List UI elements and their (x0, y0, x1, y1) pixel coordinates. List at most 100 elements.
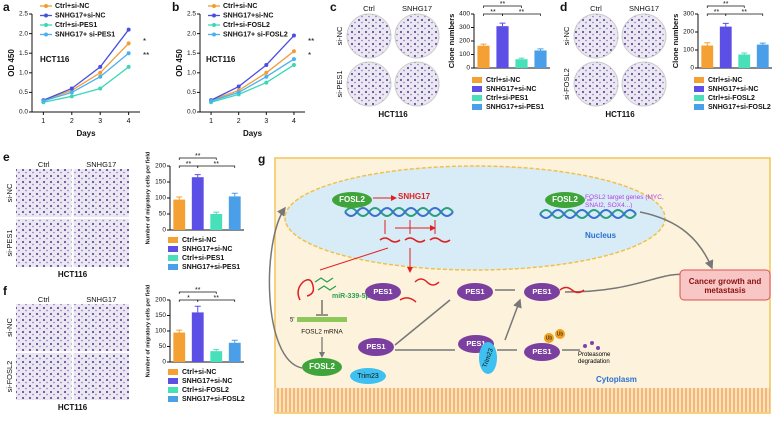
bar (210, 214, 223, 230)
point (41, 99, 46, 104)
significance-bracket (502, 13, 541, 16)
significance: * (308, 51, 311, 60)
y-axis-label: Clone numbers (671, 14, 680, 69)
y-axis-label: Clone numbers (447, 14, 456, 69)
panel-label: c (330, 0, 337, 14)
line (210, 64, 295, 103)
outcome-label: Cancer growth and metastasis (688, 277, 762, 295)
image-row-label: si-NC (335, 26, 344, 45)
y-tick-label: 200 (683, 29, 694, 36)
pes1-group: PES1 PES1 PES1 PES1 PES1 PES1 (358, 283, 560, 361)
fragment (590, 341, 594, 345)
point (98, 64, 103, 69)
image-column-label: Ctrl (38, 160, 50, 169)
y-axis-label: Number of migratory cells per field (145, 151, 151, 244)
rna (559, 286, 585, 294)
pes1-protein (524, 343, 560, 361)
y-tick-label: 2.0 (187, 30, 196, 37)
legend-label: SNHG17+si-NC (182, 378, 232, 385)
protein-label: PES1 (532, 287, 551, 296)
point (69, 90, 74, 95)
legend-label: SNHG17+si-NC (55, 12, 105, 19)
target-genes: FOSL2 target genes (MYC, SNAI2, SOX4...) (585, 194, 664, 209)
legend-swatch (168, 387, 178, 393)
point (291, 62, 296, 67)
error-bar (213, 349, 220, 352)
arrow (268, 206, 303, 369)
significance: ** (723, 1, 729, 8)
cell-line: HCT116 (58, 403, 88, 412)
protein-label: Trim23 (357, 373, 379, 380)
line (43, 52, 130, 102)
legend-marker (212, 32, 216, 37)
bar (515, 59, 528, 68)
significance: ** (143, 51, 149, 60)
dna (344, 207, 454, 217)
y-tick-label: 200 (155, 297, 166, 304)
y-tick-label: 100 (683, 47, 694, 54)
legend-label: Ctrl+si-NC (182, 369, 216, 376)
y-axis-label: OD 450 (7, 49, 16, 77)
trim23-protein (350, 368, 386, 384)
mirna-label: miR-339-5p (332, 293, 370, 300)
image-column-label: SNHG17 (402, 4, 432, 13)
micrograph (573, 61, 619, 107)
cell-line: HCT116 (206, 55, 236, 64)
point (126, 64, 131, 69)
y-tick-label: 50 (159, 211, 167, 218)
legend-label: Ctrl+si-NC (182, 237, 216, 244)
image-row-label: si-FOSL2 (5, 361, 14, 393)
line (43, 66, 130, 103)
pes1-protein (457, 283, 493, 301)
protein-label: PES1 (466, 339, 485, 348)
significance-bracket (725, 13, 764, 16)
bar (719, 26, 732, 69)
point (291, 33, 296, 38)
ubiquitin (555, 329, 565, 339)
error-bar (176, 196, 183, 200)
legend-marker (44, 23, 48, 27)
bar (534, 50, 547, 68)
y-tick-label: 0 (690, 65, 694, 72)
bar (173, 332, 186, 362)
pes1-protein (358, 338, 394, 356)
error-bar (480, 43, 487, 46)
y-tick-label: 0.5 (19, 89, 28, 96)
legend-swatch (694, 77, 704, 83)
legend-label: Ctrl+si-PES1 (486, 95, 528, 102)
y-tick-label: 0 (466, 65, 470, 72)
y-tick-label: 1.0 (187, 70, 196, 77)
line (210, 50, 295, 101)
image-column-label: Ctrl (590, 4, 602, 13)
line (43, 29, 130, 101)
mrna-label: FOSL2 mRNA (301, 329, 343, 336)
y-tick-label: 2.5 (187, 11, 196, 18)
mirna (314, 277, 337, 291)
y-tick-label: 100 (155, 195, 166, 202)
legend-marker (212, 4, 216, 8)
significance: ** (195, 153, 201, 160)
legend-label: SNHG17+si-FOSL2 (182, 396, 245, 403)
point (264, 74, 269, 79)
y-tick-label: 1.0 (19, 70, 28, 77)
micrograph (73, 353, 129, 400)
ub-label: Ub (557, 331, 564, 337)
line (210, 58, 295, 102)
significance: ** (308, 37, 314, 46)
y-tick-label: 0.5 (187, 89, 196, 96)
error-bar (213, 211, 220, 214)
cell-line: HCT116 (378, 110, 408, 119)
legend-swatch (168, 255, 178, 261)
cell-line: HCT116 (605, 110, 635, 119)
significance: ** (214, 161, 220, 168)
x-tick-label: 2 (70, 118, 74, 125)
legend-label: SNHG17+si-PES1 (182, 264, 240, 271)
point (236, 90, 241, 95)
micrograph (621, 61, 667, 107)
point (69, 86, 74, 91)
significance: ** (500, 1, 506, 8)
point (264, 70, 269, 75)
y-axis-label: Number of migratory cells per field (145, 284, 151, 377)
compartment-label: Cytoplasm (596, 375, 637, 384)
point (264, 80, 269, 85)
